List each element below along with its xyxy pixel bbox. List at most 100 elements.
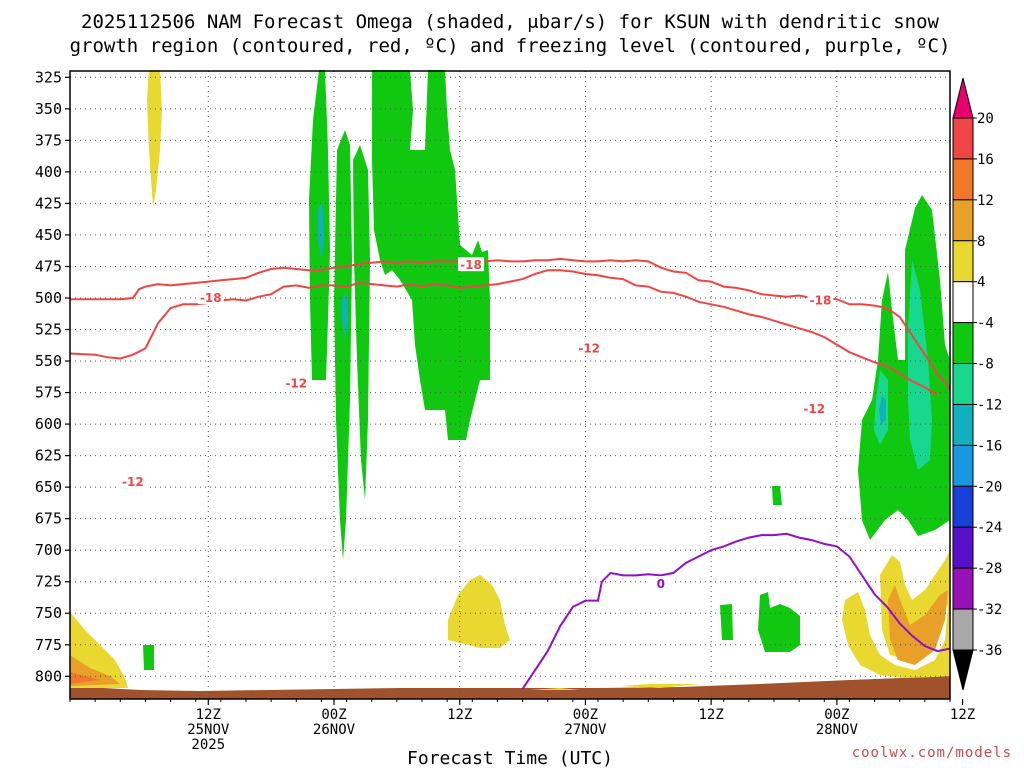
colorbar-label: 12 xyxy=(977,193,994,209)
contour-label: -18 xyxy=(810,294,832,308)
x-tick-label: 12Z xyxy=(196,707,221,723)
contour-label: -12 xyxy=(578,341,600,355)
omega-negative-strong-region xyxy=(342,290,348,340)
omega-negative-strong-region xyxy=(879,395,886,425)
omega-negative-region xyxy=(772,486,782,505)
omega-positive-region xyxy=(448,575,510,648)
colorbar-segment xyxy=(952,322,974,365)
y-axis: 325 350 375 400 425 450 475 500 525 550 575 600 625 6… xyxy=(35,68,70,685)
contour-line-0 xyxy=(521,532,951,690)
colorbar-segment xyxy=(952,281,974,324)
omega-negative-region xyxy=(353,145,370,500)
contour-label: -18 xyxy=(200,291,222,305)
contour-label-background xyxy=(197,289,224,304)
y-tick-label: 600 xyxy=(35,415,62,433)
x-tick-label: 26NOV xyxy=(313,722,356,738)
plot-background xyxy=(70,71,950,699)
x-tick-label: 12Z xyxy=(698,707,723,723)
y-tick-label: 450 xyxy=(35,226,62,244)
y-tick-label: 625 xyxy=(35,447,62,465)
colorbar: 20 16 12 8 4 -4 -8 -12 -16 -20 -24 -28 -32 -36 xyxy=(952,77,1002,691)
x-tick-label: 27NOV xyxy=(564,722,607,738)
omega-shading xyxy=(70,70,950,699)
colorbar-segment xyxy=(952,240,974,283)
y-tick-label: 500 xyxy=(35,289,62,307)
contour-label-background xyxy=(576,340,603,355)
y-tick-label: 775 xyxy=(35,636,62,654)
contour-lines xyxy=(69,257,951,690)
plot-frame xyxy=(69,70,951,700)
y-tick-label: 700 xyxy=(35,541,62,559)
x-tick-label: 00Z xyxy=(321,707,346,723)
colorbar-label: -24 xyxy=(977,520,1002,536)
contour-label-background xyxy=(807,292,834,307)
contour-label: -12 xyxy=(122,475,144,489)
y-tick-label: 575 xyxy=(35,384,62,402)
y-tick-label: 750 xyxy=(35,604,62,622)
omega-positive-region xyxy=(147,70,162,208)
contour-label-background xyxy=(283,375,310,390)
contour-label-background xyxy=(458,257,485,272)
omega-positive-strong-region xyxy=(888,585,948,665)
x-tick-label: 28NOV xyxy=(816,722,859,738)
colorbar-segment xyxy=(952,363,974,405)
y-tick-label: 650 xyxy=(35,478,62,496)
contour-label: -18 xyxy=(460,258,482,272)
y-tick-label: 725 xyxy=(35,573,62,591)
omega-positive-strong-region xyxy=(70,672,100,684)
colorbar-segment xyxy=(952,608,974,651)
colorbar-segment xyxy=(952,526,974,569)
omega-negative-strong-region xyxy=(908,260,932,470)
y-tick-label: 375 xyxy=(35,131,62,149)
colorbar-label: -12 xyxy=(977,397,1002,413)
colorbar-label: -28 xyxy=(977,561,1002,577)
chart-title-line1: 2025112506 NAM Forecast Omega (shaded, μ… xyxy=(81,11,939,33)
x-tick-label: 2025 xyxy=(191,737,225,753)
colorbar-label: 8 xyxy=(977,234,985,250)
x-tick-label: 00Z xyxy=(573,707,598,723)
y-tick-label: 475 xyxy=(35,257,62,275)
omega-positive-region xyxy=(620,684,700,688)
omega-negative-region xyxy=(372,70,490,440)
y-tick-label: 350 xyxy=(35,100,62,118)
contour-label-background xyxy=(119,474,146,489)
colorbar-segment xyxy=(952,567,974,610)
colorbar-label: -32 xyxy=(977,602,1002,618)
chart-title-line2: growth region (contoured, red, ºC) and f… xyxy=(70,35,951,57)
plot-area: -18 -18 -18 -12 -12 -12 -12 0 xyxy=(69,70,951,700)
contour-label-background xyxy=(801,400,828,415)
colorbar-segment xyxy=(952,403,974,446)
omega-negative-region xyxy=(758,592,800,652)
y-tick-label: 400 xyxy=(35,163,62,181)
omega-negative-strong-region xyxy=(318,200,324,260)
contour-line--18 xyxy=(70,257,951,390)
colorbar-label: -20 xyxy=(977,479,1002,495)
omega-negative-region xyxy=(720,604,733,640)
colorbar-label: -16 xyxy=(977,438,1002,454)
x-axis-label: Forecast Time (UTC) xyxy=(407,748,613,768)
contour-label: 0 xyxy=(657,577,665,591)
contour-label-background xyxy=(647,576,674,591)
colorbar-segment xyxy=(952,444,974,487)
colorbar-segment xyxy=(952,199,974,242)
x-tick-label: 12Z xyxy=(447,707,472,723)
contour-labels: -18 -18 -18 -12 -12 -12 -12 0 xyxy=(119,257,834,591)
contour-label: -12 xyxy=(803,402,825,416)
colorbar-label: -4 xyxy=(977,316,994,332)
terrain-fill xyxy=(70,676,950,699)
y-tick-label: 550 xyxy=(35,352,62,370)
omega-positive-region xyxy=(530,688,580,690)
colorbar-segment xyxy=(952,117,974,160)
x-tick-label: 25NOV xyxy=(187,722,230,738)
omega-negative-region xyxy=(143,645,154,670)
colorbar-segment xyxy=(952,485,974,528)
y-tick-label: 525 xyxy=(35,321,62,339)
omega-positive-region xyxy=(842,580,950,678)
grid-lines xyxy=(70,71,950,699)
omega-negative-region xyxy=(334,130,352,560)
colorbar-label: -8 xyxy=(977,357,994,373)
y-tick-label: 325 xyxy=(35,68,62,86)
y-tick-label: 675 xyxy=(35,510,62,528)
